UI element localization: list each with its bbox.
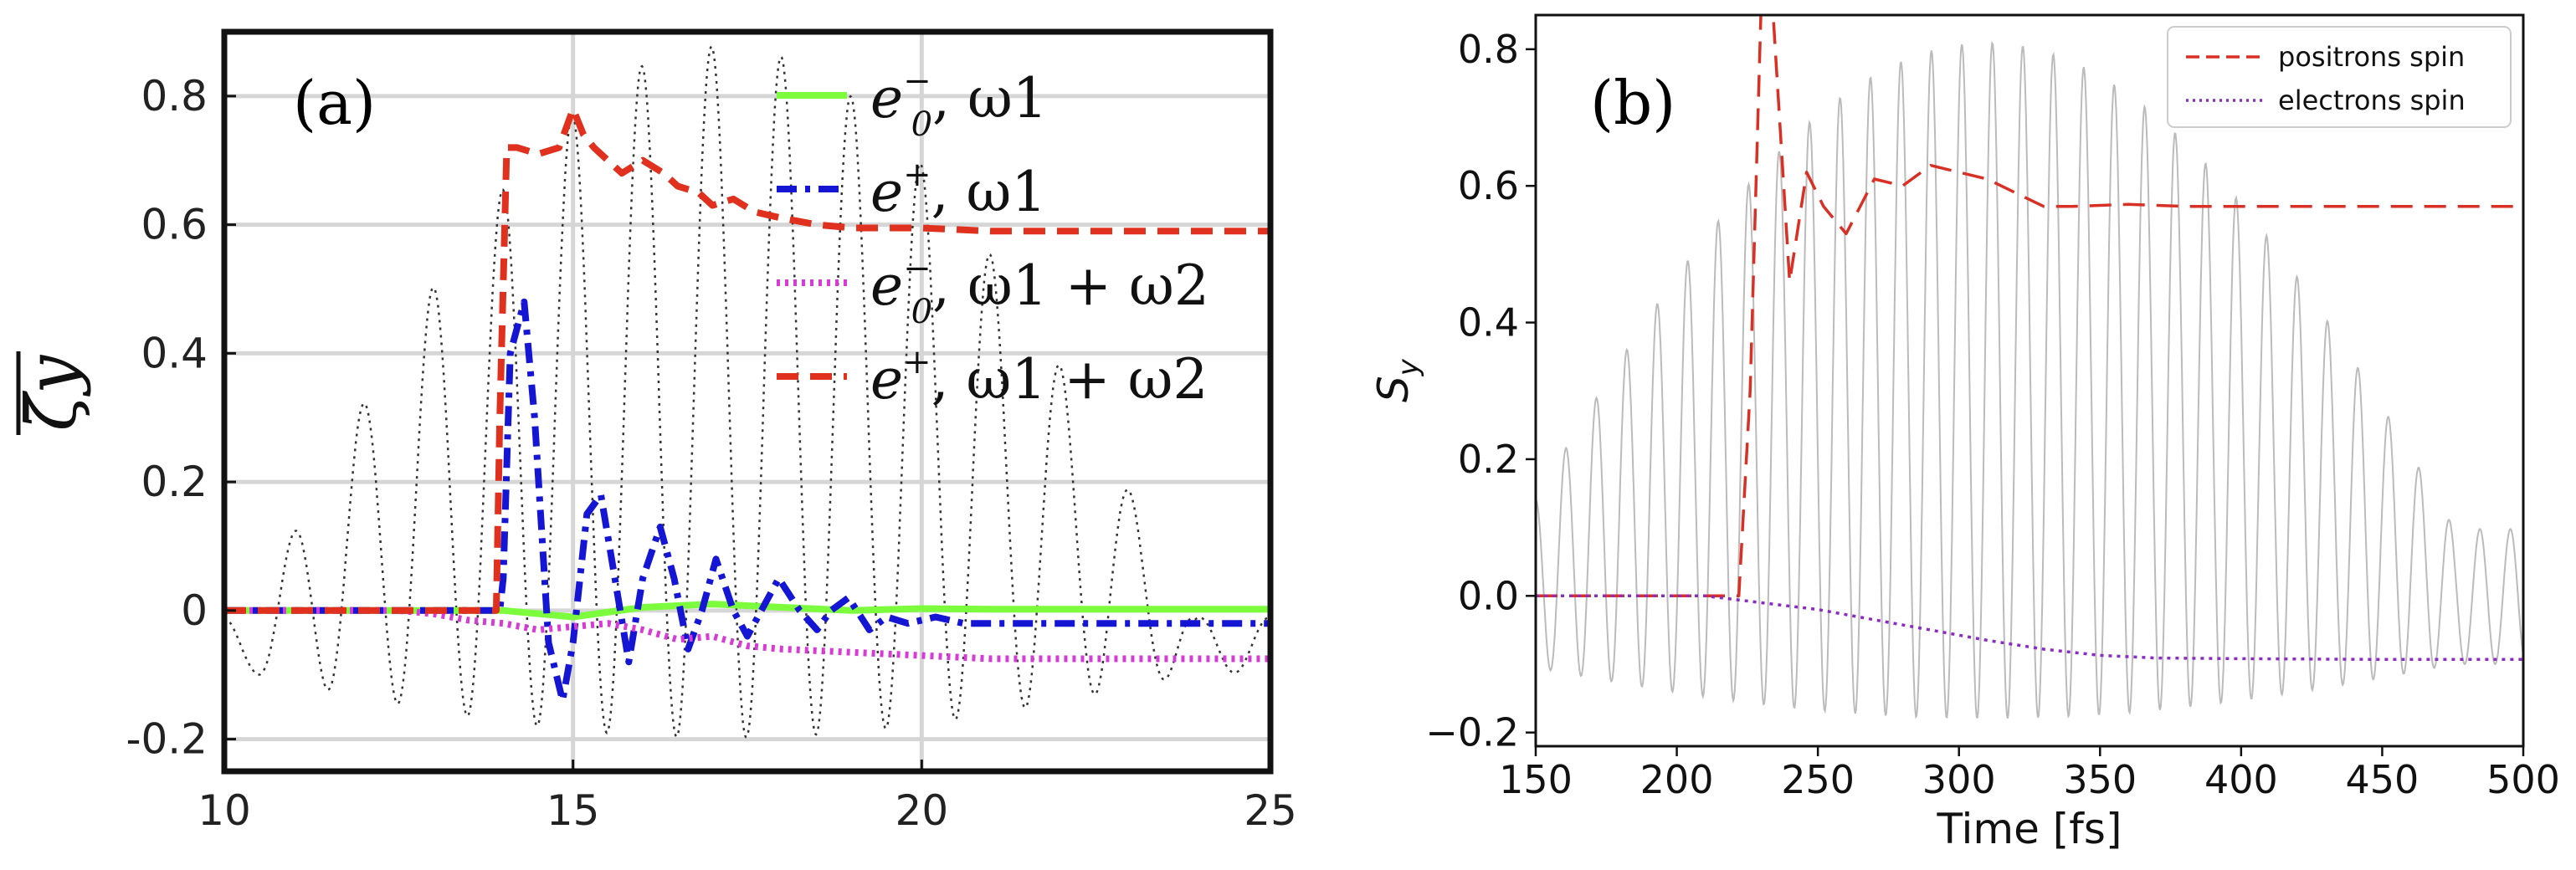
panel-a-ytick-label: 0.6: [141, 201, 208, 249]
panel-a-legend-label: e+, ω1: [870, 156, 1046, 224]
panel-a-legend-label: e+, ω1 + ω2: [870, 343, 1208, 412]
panel-a: 10 15 20 25 -0.2 0 0.2 0.4 0.6 0.8 (a) e− 0, ω1 e+,…: [13, 28, 1297, 835]
panel-b-xtick-label: 400: [2204, 757, 2278, 802]
panel-b-ticks: 150 200 250 300 350 400 450 500 −0.2 0.0 0.2 0.4 0.6…: [1425, 27, 2560, 802]
panel-a-ytick-label: -0.2: [126, 715, 208, 764]
panel-b-frame: [1534, 13, 2525, 748]
panel-a-frame: [221, 28, 1274, 775]
panel-a-label: (a): [293, 68, 376, 138]
panel-a-legend-label: e− 0, ω1: [870, 62, 1048, 144]
panel-b-series-1: [1536, 594, 2523, 662]
panel-a-field-curve: [224, 44, 1270, 739]
panel-a-ylabel-text: ζ̄y: [13, 354, 92, 431]
panel-b-legend-label: electrons spin: [2278, 84, 2466, 116]
panel-b-series: [1536, 15, 2523, 662]
panel-a-ytick-label: 0.4: [141, 329, 208, 377]
panel-a-series-0: [224, 601, 1270, 621]
panel-a-series-2: [224, 606, 1270, 663]
panel-b-field-curve: [1536, 40, 2523, 719]
panel-b-legend-label: positrons spin: [2278, 41, 2465, 73]
panel-b-xtick-label: 200: [1640, 757, 1714, 802]
panel-b-xlabel: Time [fs]: [1937, 805, 2122, 853]
panel-a-legend-label: e− 0, ω1 + ω2: [870, 249, 1209, 331]
panel-b-xtick-label: 500: [2486, 757, 2560, 802]
panel-b-xtick-label: 150: [1499, 757, 1573, 802]
panel-a-field-line: [224, 44, 1270, 739]
panel-a-xtick-label: 25: [1244, 786, 1297, 835]
panel-b-legend-box: [2167, 26, 2512, 128]
panel-b-ytick-label: 0.2: [1458, 437, 1519, 482]
panel-b-legend: positrons spin electrons spin: [2167, 26, 2512, 128]
panel-a-xtick-label: 10: [198, 786, 251, 835]
panel-b-xtick-label: 450: [2346, 757, 2419, 802]
panel-a-ticks: 10 15 20 25 -0.2 0 0.2 0.4 0.6 0.8: [126, 72, 1296, 835]
panel-b-xtick-label: 350: [2063, 757, 2137, 802]
panel-a-legend: e− 0, ω1 e+, ω1 e− 0, ω1 + ω2 e+, ω1 + ω2: [777, 62, 1209, 412]
panel-b-ytick-label: 0.8: [1458, 27, 1519, 72]
panel-a-series-3: [224, 105, 1270, 614]
panel-b-ytick-label: 0.0: [1458, 573, 1519, 618]
panel-b-field-line: [1536, 40, 2523, 719]
panel-b-ytick-label: 0.6: [1458, 163, 1519, 208]
panel-b-ytick-label: −0.2: [1425, 710, 1519, 755]
panel-a-series: [224, 105, 1270, 704]
panel-a-xtick-label: 15: [547, 786, 600, 835]
panel-b-ytick-label: 0.4: [1458, 300, 1519, 345]
panel-b-xtick-label: 300: [1922, 757, 1996, 802]
panel-b-ylabel: Sy: [1369, 358, 1425, 402]
panel-b-series-0: [1536, 15, 2523, 598]
panel-b-label: (b): [1590, 68, 1675, 138]
panel-a-xtick-label: 20: [895, 786, 949, 835]
panel-b-xtick-label: 250: [1781, 757, 1855, 802]
panel-b-ylabel-text: Sy: [1369, 358, 1425, 402]
panel-a-ytick-label: 0: [181, 586, 208, 635]
panel-b: 150 200 250 300 350 400 450 500 −0.2 0.0 0.2 0.4 0.6…: [1369, 13, 2560, 853]
panel-a-ylabel: ζ̄y: [13, 351, 92, 435]
panel-a-ytick-label: 0.8: [141, 72, 208, 120]
panel-a-ytick-label: 0.2: [141, 458, 208, 506]
